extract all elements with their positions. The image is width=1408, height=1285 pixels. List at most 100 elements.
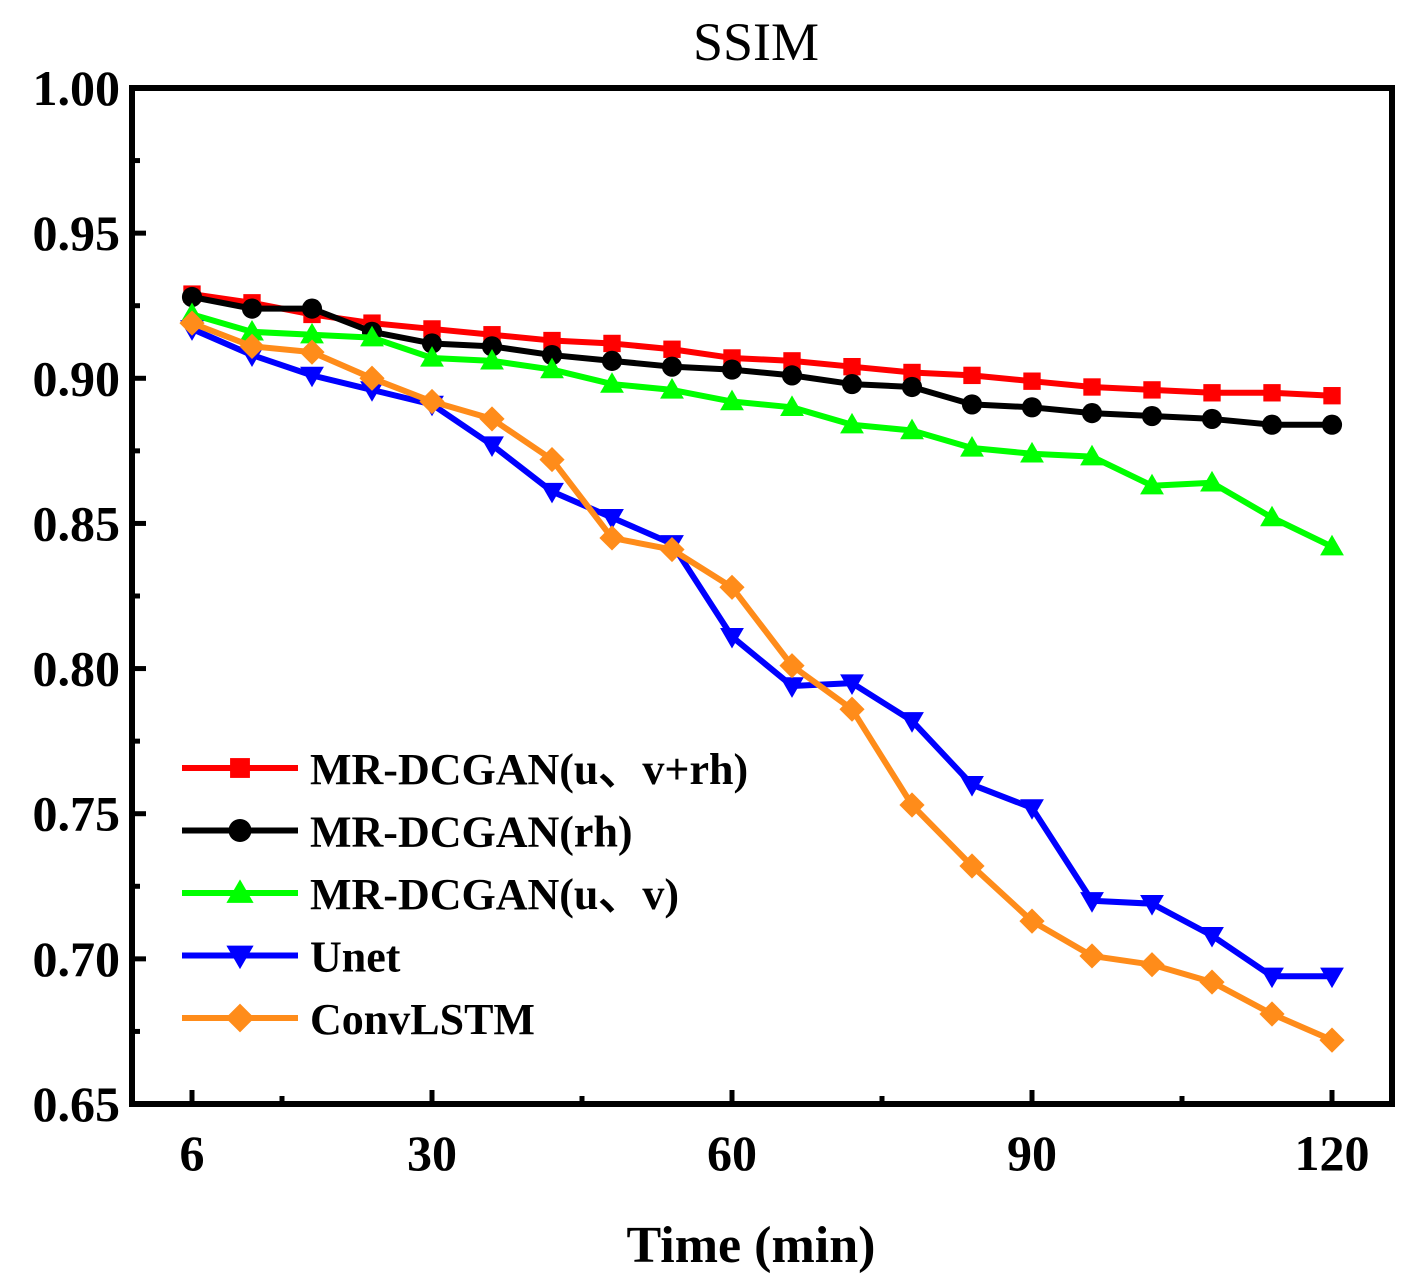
y-tick-label: 0.75 [33,786,121,842]
data-point [900,418,924,440]
legend: MR-DCGAN(u、v+rh) MR-DCGAN(rh) MR-DCGAN(u、v… [182,745,748,1044]
x-tick-label: 60 [707,1125,757,1181]
data-point [841,374,863,395]
legend-label: MR-DCGAN(u、v) [310,870,679,919]
legend-marker [228,818,252,843]
data-point [1083,378,1101,396]
legend-item: MR-DCGAN(u、v) [182,870,679,919]
data-point [663,340,681,358]
series-layer [179,285,1345,1053]
data-point [780,395,804,416]
legend-item: MR-DCGAN(rh) [182,808,633,857]
data-point [963,366,981,385]
data-point [1080,892,1104,913]
y-tick-label: 0.90 [33,350,121,406]
data-point [899,792,925,818]
data-point [240,319,264,341]
data-point [539,446,565,473]
data-point [359,365,385,391]
data-point [1023,372,1041,390]
legend-label: MR-DCGAN(rh) [310,808,633,857]
data-point [600,508,624,530]
data-point [540,482,564,504]
data-point [301,298,323,319]
data-point [1080,444,1104,466]
legend-marker [230,758,250,778]
data-point [1200,926,1224,948]
data-point [1321,414,1343,435]
data-point [423,320,441,338]
data-point [1260,505,1284,527]
legend-marker [226,879,254,903]
legend-item: MR-DCGAN(u、v+rh) [182,745,748,794]
data-point [420,346,444,367]
data-point [843,357,861,376]
data-point [481,336,503,357]
data-point [781,365,803,386]
data-point [961,394,983,415]
data-point [1200,470,1224,492]
data-point [299,339,325,365]
data-point [659,536,685,563]
data-point [1203,384,1221,402]
data-point [901,376,923,398]
data-point [603,334,621,353]
data-point [1020,799,1044,820]
legend-label: MR-DCGAN(u、v+rh) [310,745,748,794]
data-point [1019,908,1045,934]
data-point [1259,1001,1285,1027]
data-point [601,350,623,371]
x-axis-label: Time (min) [627,1217,876,1274]
data-point [360,381,384,402]
data-point [1201,408,1223,430]
data-point [181,286,203,308]
legend-marker [226,945,254,970]
data-point [959,853,985,879]
data-point [600,372,624,393]
data-point [1081,403,1103,424]
data-point [1139,952,1165,978]
x-axis-ticks: 6 30 60 90 120 [180,1090,1370,1181]
series-4 [179,310,1345,1053]
x-tick-label: 120 [1295,1125,1370,1181]
data-point [1021,397,1043,418]
data-point [719,574,745,600]
data-point [1140,895,1164,916]
x-tick-label: 30 [407,1125,457,1181]
y-tick-label: 0.80 [33,641,121,697]
chart-title: SSIM [693,12,819,72]
data-point [300,366,324,388]
data-point [1199,969,1225,995]
data-point [1143,381,1161,399]
y-tick-label: 0.95 [33,205,121,261]
data-point [661,356,683,377]
series-1 [181,286,1343,435]
data-point [241,298,263,319]
data-point [780,677,804,698]
data-point [721,359,743,380]
data-point [960,436,984,457]
data-point [540,357,564,379]
series-2 [180,302,1344,556]
data-point [479,406,505,432]
data-point [903,363,921,382]
data-point [599,525,625,551]
data-point [541,344,563,366]
data-point [239,333,265,359]
data-point [1320,534,1344,556]
data-point [1261,414,1283,435]
data-point [840,412,864,434]
y-tick-label: 0.70 [33,931,121,987]
x-tick-label: 90 [1007,1125,1057,1181]
data-point [1079,943,1105,969]
data-point [179,310,205,336]
data-point [421,333,443,354]
y-tick-label: 0.65 [33,1076,121,1132]
data-point [1140,473,1164,495]
data-point [720,389,744,411]
data-point [300,322,324,344]
x-tick-label: 6 [180,1125,205,1181]
legend-label: Unet [310,933,401,982]
y-tick-label: 1.00 [33,60,121,116]
